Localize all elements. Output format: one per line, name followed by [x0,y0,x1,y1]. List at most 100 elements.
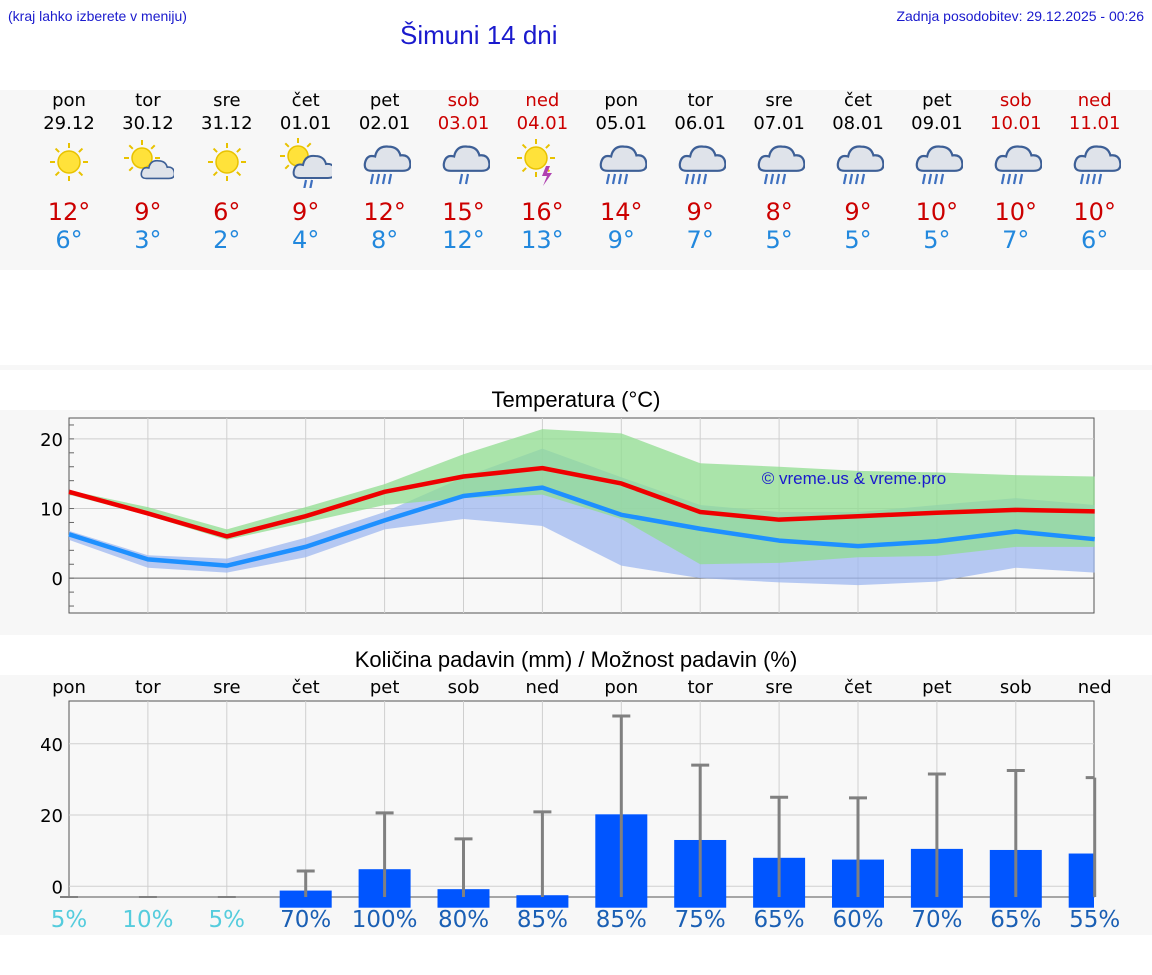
day-name: pet [922,90,952,111]
max-temp-line [68,465,1095,539]
temp-max: 12° [363,198,406,226]
cloud-rain-icon [911,136,964,188]
precip-probability: 10% [122,907,173,933]
precip-probability: 60% [832,907,883,933]
temp-min: 8° [370,226,399,254]
precip-probability: 85% [596,907,647,933]
cloud-rain-light-icon [438,136,491,188]
cloud-rain-icon [832,136,885,188]
precip-x-label: ned [1078,677,1112,698]
day-name: čet [291,90,320,111]
precip-probability: 70% [280,907,331,933]
precip-y-tick: 0 [52,877,63,898]
precip-x-label: sre [765,677,792,698]
sun-icon [43,136,95,188]
cloud-rain-icon [753,136,806,188]
precip-probability: 55% [1069,907,1120,933]
forecast-panel [0,90,1152,270]
sun-icon [201,136,253,188]
precip-x-label: tor [135,677,161,698]
temperature-y-tick: 10 [40,500,63,521]
precip-x-label: tor [687,677,713,698]
sun-thunder-icon [516,136,568,188]
temperature-y-tick: 0 [52,569,63,590]
temp-min: 7° [1002,226,1030,254]
day-name: sob [447,90,480,111]
precip-x-label: pon [52,677,86,698]
temp-max: 6° [213,198,241,226]
day-date: 03.01 [437,113,490,134]
day-date: 11.01 [1068,113,1121,134]
temp-max: 12° [47,198,91,226]
day-date: 10.01 [990,113,1042,134]
temp-min: 6° [1081,226,1109,254]
day-name: sre [765,90,793,111]
day-date: 09.01 [911,113,963,134]
temp-max: 9° [686,198,714,226]
cloud-rain-icon [674,136,727,188]
cloud-rain-icon [1069,136,1122,188]
day-date: 05.01 [595,113,648,134]
temp-min: 13° [521,226,564,254]
temperature-y-tick: 20 [40,430,63,451]
precip-y-tick: 20 [40,806,63,827]
temp-max: 14° [600,198,643,226]
precip-x-label: pon [604,677,638,698]
max-temp-band [69,429,1095,565]
day-name: čet [843,90,873,111]
precip-x-label: sre [213,677,240,698]
precip-bar [1068,853,1094,908]
day-date: 08.01 [832,113,884,134]
precip-y-tick: 40 [40,735,63,756]
precip-bar [437,889,490,908]
temp-max: 16° [521,198,564,226]
day-date: 01.01 [279,113,332,134]
temp-min: 5° [923,226,951,254]
cloud-rain-icon [990,136,1043,188]
precip-x-label: pet [370,677,400,698]
watermark: © vreme.us & vreme.pro [762,469,946,488]
precip-x-label: sob [448,677,480,698]
cloud-rain-icon [359,136,412,188]
temp-min: 5° [765,226,793,254]
day-date: 30.12 [122,113,174,134]
precip-probability: 5% [209,907,246,933]
precip-x-label: ned [525,677,559,698]
precip-probability: 85% [517,907,568,933]
precip-x-label: pet [922,677,952,698]
cloud-rain-icon [595,136,648,188]
precip-probability: 70% [911,907,962,933]
min-temp-line [68,485,1095,568]
precip-probability: 65% [990,907,1041,933]
precip-probability: 5% [51,907,88,933]
temp-max: 9° [844,198,872,226]
sun-cloud-icon [122,136,176,188]
day-name: tor [135,90,161,111]
page-title: Šimuni 14 dni [400,20,558,50]
temp-min: 6° [55,226,83,254]
precip-x-label: čet [292,677,320,698]
location-menu-hint[interactable]: (kraj lahko izberete v meniju) [8,8,187,24]
precip-probability: 75% [675,907,726,933]
temp-max: 10° [994,198,1038,226]
precip-probability: 80% [438,907,489,933]
precip-x-label: sob [1000,677,1032,698]
temp-min: 5° [844,226,872,254]
day-date: 29.12 [43,113,95,134]
precip-probability: 65% [754,907,805,933]
day-name: pon [604,90,639,111]
temp-min: 4° [292,226,320,254]
last-update: Zadnja posodobitev: 29.12.2025 - 00:26 [896,8,1144,24]
day-name: pet [369,90,400,111]
temp-max: 9° [292,198,320,226]
temp-max: 10° [1073,198,1116,226]
spacer-panel [0,365,1152,370]
temp-min: 7° [686,226,714,254]
precip-probability: 100% [352,907,418,933]
temp-max: 15° [442,198,485,226]
precip-bar [516,895,569,908]
temperature-title: Temperatura (°C) [491,387,661,412]
temp-min: 2° [213,226,241,254]
temp-max: 8° [765,198,793,226]
